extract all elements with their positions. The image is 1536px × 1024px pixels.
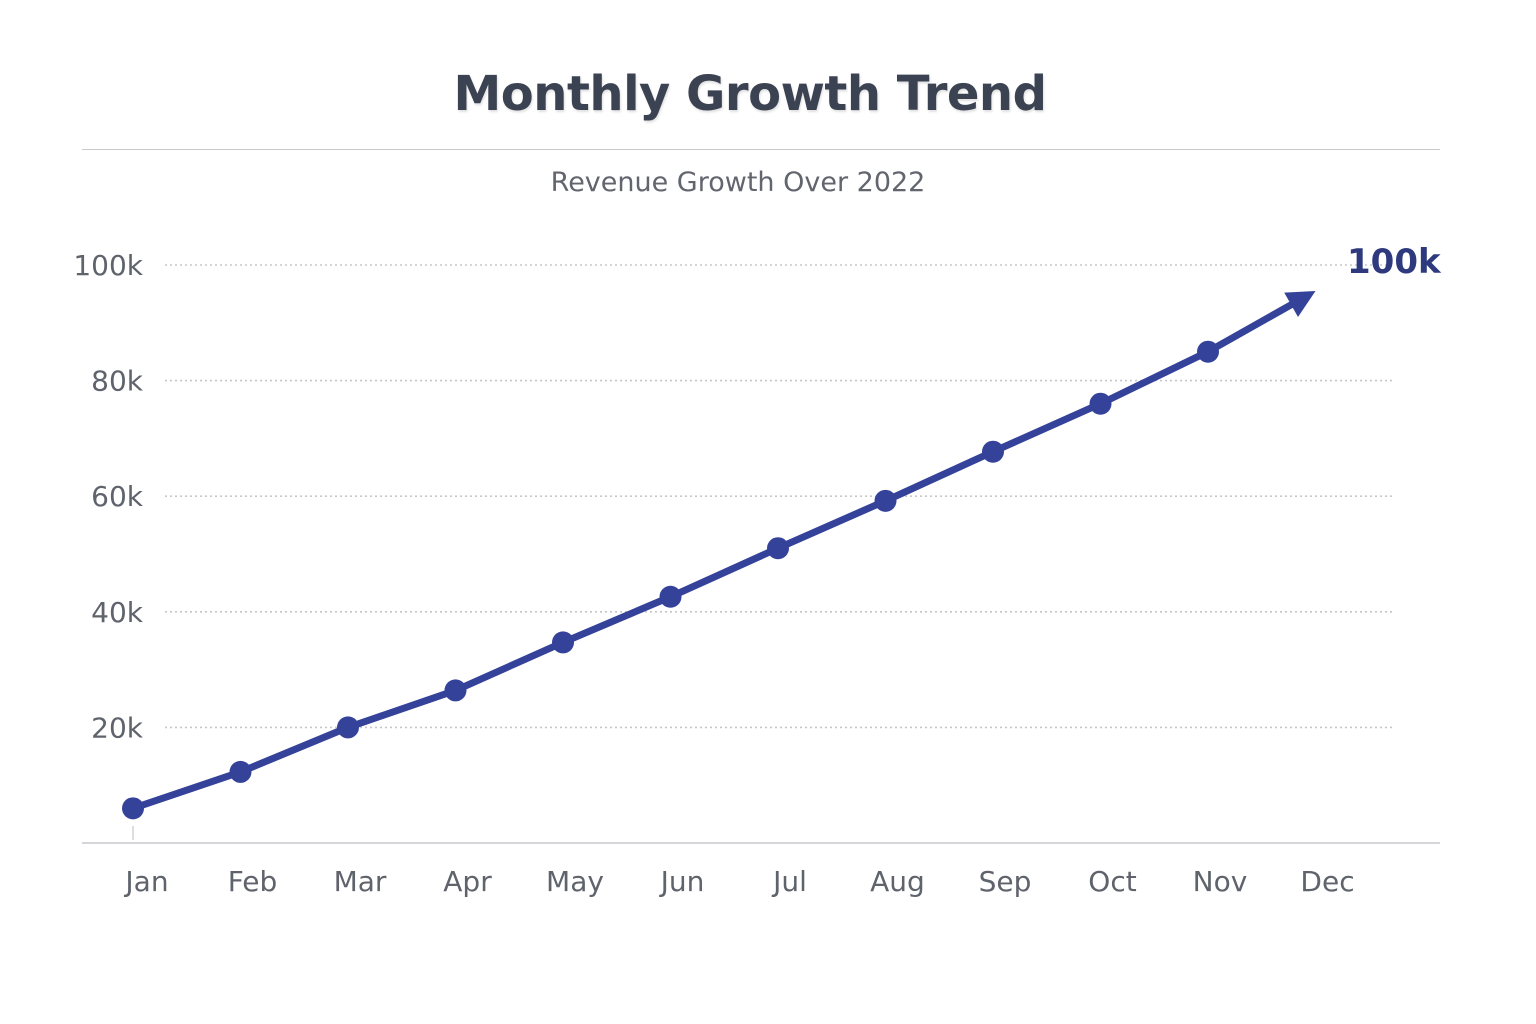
data-points — [122, 340, 1219, 820]
x-tick-label-oct: Oct — [1088, 865, 1136, 898]
x-tick-label-jun: Jun — [659, 865, 705, 898]
data-point-dec-arrow-icon — [1284, 291, 1316, 317]
chart-title: Monthly Growth Trend — [453, 66, 1047, 122]
data-point-mar — [337, 716, 359, 739]
data-point-apr — [444, 679, 467, 702]
x-tick-label-apr: Apr — [443, 865, 492, 898]
y-tick-label-100k: 100k — [73, 249, 143, 282]
series-line-path — [129, 299, 1299, 812]
y-tick-label-20k: 20k — [91, 711, 144, 744]
x-tick-label-sep: Sep — [979, 865, 1032, 898]
y-tick-label-80k: 80k — [91, 365, 144, 398]
x-tick-label-aug: Aug — [870, 865, 925, 898]
data-point-jan — [122, 797, 144, 820]
data-point-jul — [767, 537, 789, 560]
grid-lines — [165, 264, 1395, 729]
end-annotation: 100k — [1347, 242, 1442, 282]
data-point-aug — [874, 489, 897, 512]
x-axis-ticks: Jan Feb Mar Apr May Jun Jul Aug Sep Oct Nov Dec — [123, 826, 1355, 898]
y-tick-label-60k: 60k — [91, 480, 144, 513]
x-tick-label-dec: Dec — [1300, 865, 1354, 898]
data-point-sep — [982, 440, 1004, 463]
x-tick-label-jul: Jul — [771, 865, 807, 898]
x-tick-label-may: May — [546, 865, 604, 898]
data-point-feb — [229, 760, 252, 783]
x-tick-label-jan: Jan — [123, 865, 168, 898]
x-tick-label-nov: Nov — [1193, 865, 1248, 898]
data-point-oct — [1089, 392, 1112, 415]
x-tick-label-feb: Feb — [228, 865, 278, 898]
data-point-jun — [659, 585, 682, 608]
chart-subtitle: Revenue Growth Over 2022 — [550, 167, 926, 198]
series-line — [129, 291, 1316, 812]
data-point-nov — [1197, 340, 1219, 363]
y-tick-label-40k: 40k — [91, 596, 144, 629]
data-point-may — [552, 631, 574, 654]
title-divider — [82, 149, 1440, 150]
y-axis-ticks: 20k 40k 60k 80k 100k — [73, 249, 143, 744]
x-tick-label-mar: Mar — [334, 865, 387, 898]
